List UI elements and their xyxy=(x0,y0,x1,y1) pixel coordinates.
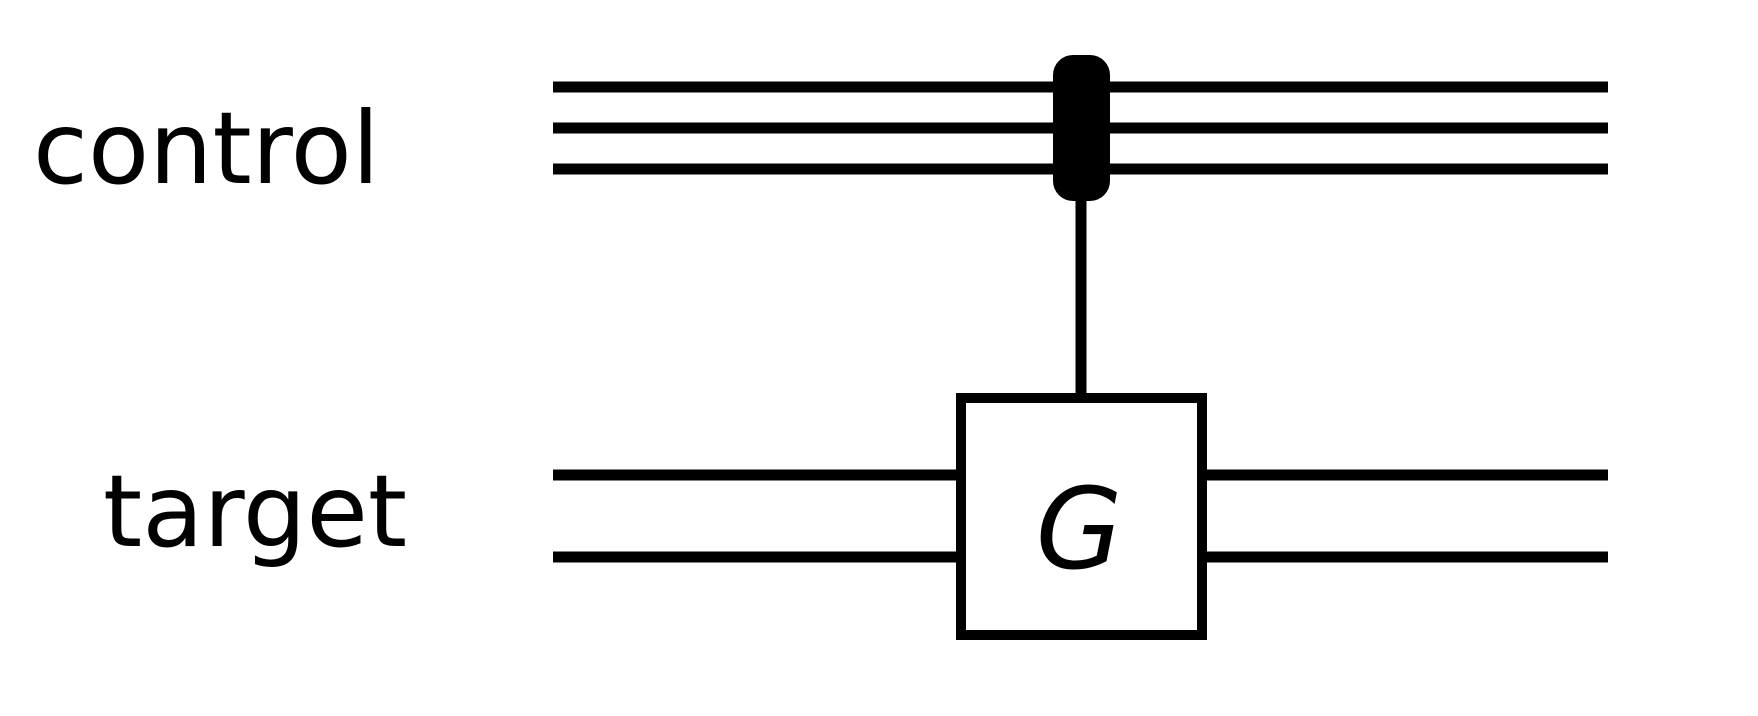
control-bar xyxy=(1053,55,1110,201)
gate-box xyxy=(956,393,1207,640)
gate-label: G xyxy=(1036,465,1123,595)
target-register-label: target xyxy=(103,453,407,570)
control-register-label: control xyxy=(33,90,380,207)
